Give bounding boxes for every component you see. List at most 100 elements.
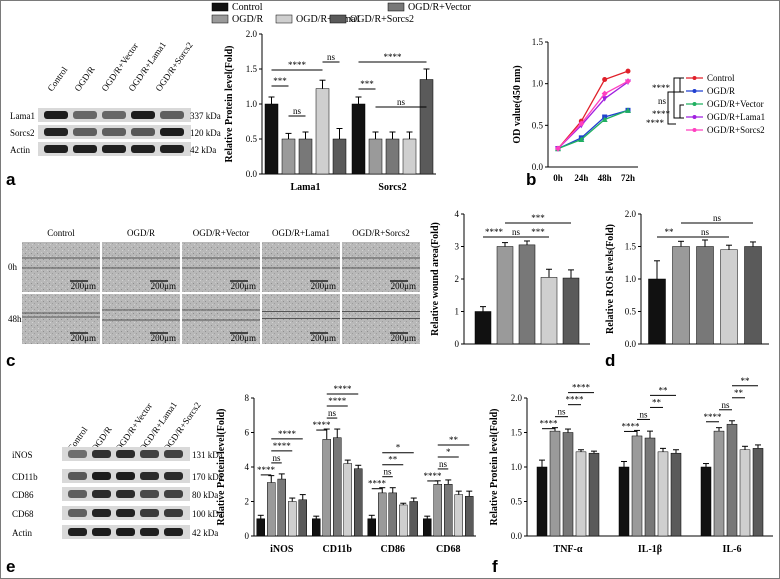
significance-label: ns	[721, 400, 730, 410]
y-tick-label: 0.5	[625, 307, 637, 317]
blot-kda-label: 100 kDa	[192, 509, 223, 519]
y-tick-label: 2.0	[625, 209, 637, 219]
significance-label: ****	[257, 465, 276, 475]
bar	[575, 451, 587, 537]
legend-label: Control	[707, 73, 735, 83]
significance-label: **	[741, 376, 751, 386]
significance-label: ns	[293, 106, 302, 116]
x-category-label: IL-6	[723, 544, 742, 555]
y-axis-label: Relative Protein level(Fold)	[489, 408, 500, 525]
scale-bar-label: 200μm	[231, 281, 256, 291]
legend-marker	[692, 89, 697, 93]
bar	[726, 423, 738, 537]
micrograph	[102, 242, 180, 292]
y-tick-label: 3	[455, 242, 460, 252]
blot-band	[92, 528, 111, 536]
legend-swatch	[275, 14, 293, 24]
blot-band	[68, 528, 87, 536]
legend-label: OGD/R	[707, 86, 735, 96]
bar	[588, 452, 600, 537]
legend-label: Control	[232, 2, 263, 13]
series-line	[557, 109, 629, 150]
bar	[744, 246, 762, 345]
y-tick-label: 1.0	[532, 79, 544, 89]
bar	[315, 88, 330, 175]
scratch-assay-grid: Control OGD/R OGD/R+Vector OGD/R+Lama1 OGD/R…	[8, 228, 420, 344]
significance-label: ****	[288, 60, 307, 70]
y-tick-label: 0.5	[532, 120, 544, 130]
blot-row-label: Lama1	[10, 111, 35, 121]
bar	[474, 311, 492, 345]
chart-a: 0.0 0.5 1.0 1.5 2.0 Relative Protein level(Fo…	[224, 29, 436, 193]
significance-label: ns	[713, 213, 722, 223]
panel-label-d: d	[605, 351, 615, 370]
significance-label: ns	[272, 453, 281, 463]
blot-kda-label: 80 kDa	[192, 490, 218, 500]
bar	[281, 138, 296, 175]
bar	[312, 518, 321, 537]
blot-band	[92, 450, 111, 458]
scale-bar-label: 200μm	[151, 281, 176, 291]
significance-label: **	[652, 397, 662, 407]
scratch-column-header: OGD/R	[127, 228, 155, 238]
significance-label: ns	[397, 97, 406, 107]
bar	[351, 103, 366, 175]
significance-label: ****	[334, 384, 353, 394]
legend-marker	[692, 128, 697, 132]
y-tick-label: 1.0	[246, 99, 258, 109]
series-line	[557, 109, 629, 150]
data-point	[578, 136, 585, 142]
bar	[562, 432, 574, 537]
y-tick-label: 1.5	[625, 242, 637, 252]
chart-c: 0 1 2 3 4 Relative wound area(Fold) **** ns *** *…	[430, 209, 590, 349]
significance-label: ****	[572, 383, 591, 393]
significance-label: ****	[540, 419, 559, 429]
y-axis-label: Relative wound area(Fold)	[430, 222, 441, 336]
y-tick-label: 1.5	[511, 428, 523, 438]
y-tick-label: 0.5	[246, 134, 258, 144]
data-point	[578, 120, 585, 127]
blot-band	[73, 128, 97, 136]
bar	[298, 499, 307, 537]
significance-label: *	[396, 443, 401, 453]
blot-band	[140, 490, 159, 498]
y-tick-label: 0.0	[246, 169, 258, 179]
data-point	[601, 116, 608, 122]
bar	[354, 468, 363, 537]
blot-band	[44, 145, 68, 153]
blot-a: Lama1 337 kDa Sorcs2 120 kDa Actin 42 kDa	[10, 108, 221, 156]
bar	[670, 452, 682, 537]
legend-label: OGD/R+Lama1	[296, 14, 361, 25]
blot-band	[131, 111, 155, 119]
x-category-label: CD86	[381, 544, 405, 555]
y-axis-label: Relative ROS levels(Fold)	[605, 224, 616, 334]
scratch-column-header: Control	[47, 228, 75, 238]
micrograph	[22, 294, 100, 344]
blot-band	[160, 111, 184, 119]
y-tick-label: 0	[455, 339, 460, 349]
blot-band	[164, 509, 183, 517]
blot-band	[140, 450, 159, 458]
scale-bar-label: 200μm	[391, 281, 416, 291]
panel-label-a: a	[6, 170, 16, 189]
legend-label: OGD/R+Vector	[707, 99, 764, 109]
bar	[298, 138, 313, 175]
bar	[752, 448, 764, 537]
legend-marker	[692, 76, 697, 80]
significance-label: ***	[531, 213, 545, 223]
bar	[454, 494, 463, 537]
y-tick-label: 0.5	[511, 497, 523, 507]
bar	[378, 492, 387, 537]
blot-band	[73, 145, 97, 153]
x-category-label: CD11b	[323, 544, 353, 555]
chart-e: 0 2 4 6 8 Relative Protein level(Fold) iNOS CD1…	[216, 384, 476, 555]
bar	[402, 138, 417, 175]
significance-label: ****	[313, 420, 332, 430]
blot-band	[116, 490, 135, 498]
y-tick-label: 8	[245, 393, 250, 403]
bar	[399, 504, 408, 537]
significance-label: ****	[273, 441, 292, 451]
micrograph	[182, 242, 260, 292]
bar	[256, 518, 265, 537]
y-axis-label: Relative Protein level(Fold)	[216, 408, 227, 525]
